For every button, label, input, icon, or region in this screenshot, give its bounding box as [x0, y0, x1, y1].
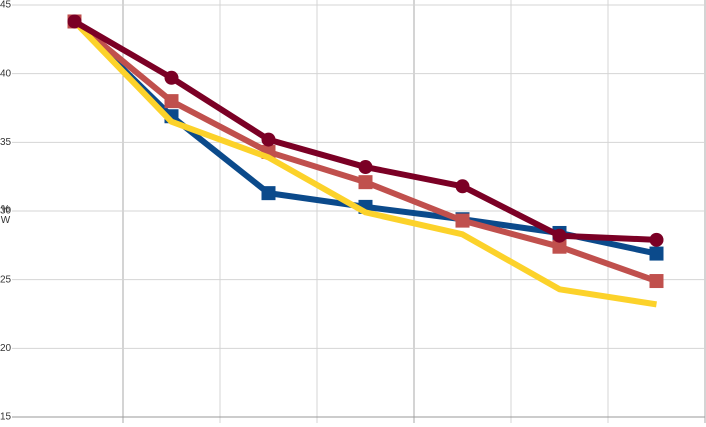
series-line [72, 19, 657, 308]
y-tick-label: 40 [0, 68, 12, 79]
marker [358, 175, 373, 190]
y-tick-label: 45 [0, 0, 12, 11]
marker [552, 228, 567, 243]
y-tick-label: 25 [0, 274, 12, 285]
marker [164, 94, 179, 109]
y-tick-label: 35 [0, 137, 12, 148]
marker [455, 179, 470, 194]
series-line [72, 19, 658, 284]
marker [261, 186, 276, 201]
marker [649, 232, 664, 247]
marker [552, 239, 567, 254]
y-tick-label: 20 [0, 343, 12, 354]
marker [649, 246, 664, 261]
y-tick-label: 15 [0, 412, 12, 423]
y-tick-label: 30 [0, 206, 12, 217]
marker [261, 132, 276, 147]
marker [67, 14, 82, 29]
y-axis-label: %W [0, 204, 11, 226]
marker [455, 213, 470, 228]
series-line [72, 19, 658, 257]
marker [649, 274, 664, 289]
marker [358, 160, 373, 175]
marker [164, 70, 179, 85]
